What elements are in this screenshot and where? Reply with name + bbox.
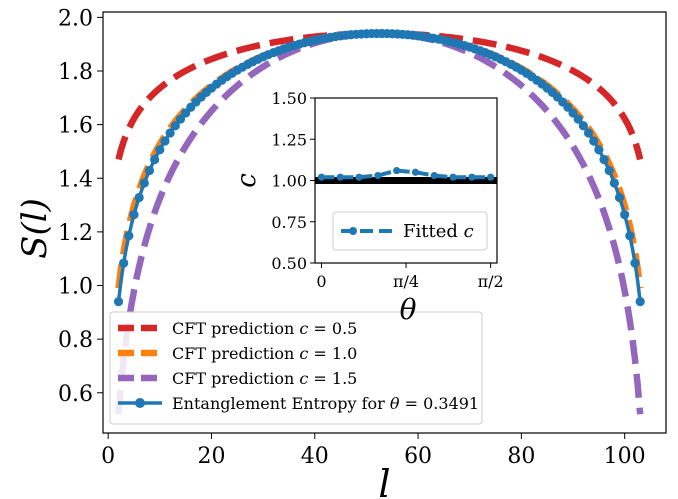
entropy-point bbox=[134, 192, 144, 203]
entropy-point bbox=[139, 178, 149, 188]
y-tick-label: 2.0 bbox=[58, 6, 93, 31]
inset-fitted-c-point bbox=[487, 173, 495, 181]
inset-plot: 0 π/4 π/2 0.50 0.75 1.00 1.25 1.50 θ c Fitted c bbox=[232, 89, 504, 326]
inset-x-tick-label: π/4 bbox=[393, 272, 419, 291]
inset-fitted-c-line bbox=[321, 168, 491, 180]
x-tick-label: 40 bbox=[301, 444, 329, 469]
entropy-point bbox=[119, 258, 129, 268]
entropy-point bbox=[155, 145, 165, 155]
entropy-point bbox=[124, 231, 134, 241]
inset-fitted-c-point bbox=[393, 167, 401, 175]
main-x-axis-label: l bbox=[378, 462, 390, 499]
x-tick-label: 0 bbox=[101, 444, 115, 469]
main-axis-ticks: 0 20 40 60 80 100 0.6 0.8 1.0 1.2 1.4 1.6 1.8 2.0 bbox=[58, 6, 646, 469]
main-series-layer bbox=[113, 28, 645, 415]
entropy-point bbox=[160, 136, 170, 146]
entropy-point bbox=[175, 114, 186, 124]
entropy-point bbox=[630, 258, 640, 268]
y-tick-label: 0.6 bbox=[58, 382, 93, 407]
entropy-point bbox=[165, 128, 175, 138]
inset-legend-label: Fitted c bbox=[403, 221, 474, 242]
y-tick-label: 1.8 bbox=[58, 60, 93, 85]
inset-fitted-c-point bbox=[355, 173, 363, 181]
x-tick-label: 60 bbox=[404, 444, 432, 469]
inset-fitted-c-point bbox=[449, 173, 457, 181]
entropy-point bbox=[578, 121, 588, 131]
entropy-point bbox=[620, 210, 630, 220]
inset-legend-box bbox=[332, 211, 488, 251]
legend-swatch-marker bbox=[135, 398, 145, 408]
x-tick-label: 80 bbox=[507, 444, 535, 469]
entropy-point bbox=[170, 121, 180, 131]
entropy-point bbox=[614, 192, 625, 203]
inset-legend-marker bbox=[349, 227, 357, 235]
inset-fitted-c-point bbox=[317, 173, 326, 181]
entropy-point bbox=[583, 128, 594, 138]
inset-y-tick-label: 1.00 bbox=[271, 172, 307, 191]
legend-entry-label: CFT prediction c = 1.0 bbox=[172, 344, 357, 363]
inset-fitted-c-point bbox=[374, 171, 382, 180]
entropy-point bbox=[599, 154, 609, 165]
inset-fitted-c-point bbox=[411, 168, 420, 176]
inset-y-tick-label: 0.50 bbox=[271, 254, 307, 273]
legend-entry-label: CFT prediction c = 1.5 bbox=[172, 369, 357, 388]
entropy-point bbox=[604, 165, 614, 176]
entropy-point bbox=[150, 154, 160, 165]
main-plot-frame bbox=[102, 11, 667, 434]
x-tick-label: 100 bbox=[604, 444, 646, 469]
main-y-axis-label-text: S(l) bbox=[15, 198, 55, 259]
inset-x-tick-label: 0 bbox=[316, 272, 326, 291]
inset-fitted-c-point bbox=[430, 171, 438, 180]
y-tick-label: 0.8 bbox=[58, 328, 93, 353]
entropy-point bbox=[144, 165, 155, 176]
legend-entry-label: CFT prediction c = 0.5 bbox=[172, 319, 357, 338]
y-tick-label: 1.2 bbox=[58, 221, 93, 246]
main-legend: CFT prediction c = 0.5 CFT prediction c =… bbox=[109, 311, 483, 425]
main-y-axis-label: S(l) bbox=[15, 198, 55, 259]
inset-x-tick-label: π/2 bbox=[478, 272, 504, 291]
x-tick-label: 20 bbox=[197, 444, 225, 469]
entropy-point bbox=[113, 297, 124, 307]
y-tick-label: 1.6 bbox=[58, 114, 93, 139]
inset-y-tick-label: 0.75 bbox=[271, 213, 307, 232]
entropy-point bbox=[625, 231, 635, 241]
entropy-point bbox=[635, 297, 645, 307]
legend-entry-label: Entanglement Entropy for θ = 0.3491 bbox=[172, 394, 479, 413]
inset-y-tick-label: 1.50 bbox=[271, 89, 307, 108]
entropy-point bbox=[589, 136, 599, 146]
y-tick-label: 1.0 bbox=[58, 275, 93, 300]
y-tick-label: 1.4 bbox=[58, 167, 93, 192]
inset-y-tick-label: 1.25 bbox=[271, 130, 307, 149]
entropy-point bbox=[609, 178, 619, 188]
inset-fitted-c-point bbox=[468, 173, 476, 181]
inset-x-axis-label: θ bbox=[400, 293, 417, 326]
entropy-point bbox=[568, 108, 578, 118]
inset-fitted-c-point bbox=[336, 173, 344, 181]
entropy-point bbox=[594, 145, 604, 155]
entropy-point bbox=[129, 210, 139, 220]
inset-y-axis-label: c bbox=[232, 173, 262, 188]
main-legend-box bbox=[109, 311, 483, 425]
entropy-point bbox=[573, 114, 583, 124]
